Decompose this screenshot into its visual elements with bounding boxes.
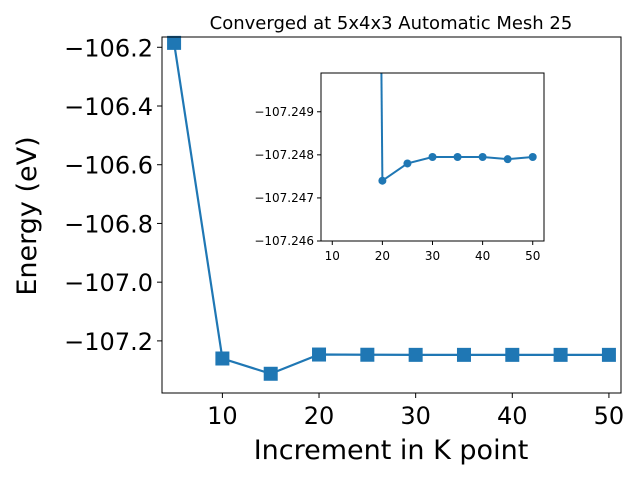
main-x-tick-label: 50	[594, 402, 625, 430]
main-y-tick-label: −106.2	[64, 34, 153, 62]
y-axis-label: Energy (eV)	[12, 136, 43, 295]
main-x-tick-label: 40	[497, 402, 528, 430]
main-data-point	[505, 347, 520, 362]
inset-y-tick-label: −107.247	[254, 191, 314, 205]
chart-title: Converged at 5x4x3 Automatic Mesh 25	[210, 13, 573, 34]
main-data-point	[553, 347, 568, 362]
main-series-line	[172, 42, 609, 375]
main-x-ticks: 10 20 30 40 50	[207, 393, 624, 430]
main-y-ticks: −106.2 −106.4 −106.6 −106.8 −107.0 −107.2	[64, 34, 162, 356]
inset-x-tick-label: 50	[525, 249, 540, 263]
inset-x-tick-label: 40	[475, 249, 490, 263]
inset-plot-frame	[320, 72, 545, 242]
main-data-point	[312, 347, 327, 362]
main-x-tick-label: 20	[304, 402, 335, 430]
inset-y-tick-label: −107.246	[254, 234, 314, 248]
main-data-point	[215, 351, 230, 366]
inset-y-tick-label: −107.249	[254, 105, 314, 119]
main-data-point	[167, 35, 182, 50]
main-plot-area	[167, 35, 616, 381]
inset-data-point	[503, 155, 512, 164]
main-data-point	[601, 347, 616, 362]
inset-data-point	[378, 176, 387, 185]
main-data-point	[263, 366, 278, 381]
main-data-point	[456, 347, 471, 362]
main-y-tick-label: −106.4	[64, 93, 153, 121]
inset-x-tick-label: 10	[325, 249, 340, 263]
inset-data-point	[453, 153, 462, 161]
inset-x-ticks: 10 20 30 40 50	[325, 241, 540, 263]
main-plot-frame	[161, 36, 622, 394]
inset-data-point	[403, 159, 412, 168]
inset-y-tick-label: −107.248	[254, 148, 314, 162]
inset-data-point	[528, 153, 537, 161]
main-y-tick-label: −106.6	[64, 152, 153, 180]
inset-data-point	[478, 153, 487, 161]
main-x-tick-label: 10	[207, 402, 238, 430]
main-data-point	[360, 347, 375, 362]
inset-plot-area	[378, 73, 537, 185]
inset-x-tick-label: 20	[375, 249, 390, 263]
main-y-tick-label: −107.0	[64, 269, 153, 297]
inset-x-tick-label: 30	[425, 249, 440, 263]
main-y-tick-label: −107.2	[64, 328, 153, 356]
main-x-tick-label: 30	[400, 402, 431, 430]
inset-clipped-group	[378, 73, 537, 185]
main-y-tick-label: −106.8	[64, 210, 153, 238]
inset-y-ticks: −107.249 −107.248 −107.247 −107.246	[254, 105, 321, 248]
inset-data-point	[428, 153, 437, 161]
x-axis-label: Increment in K point	[254, 435, 529, 466]
main-data-point	[408, 347, 423, 362]
